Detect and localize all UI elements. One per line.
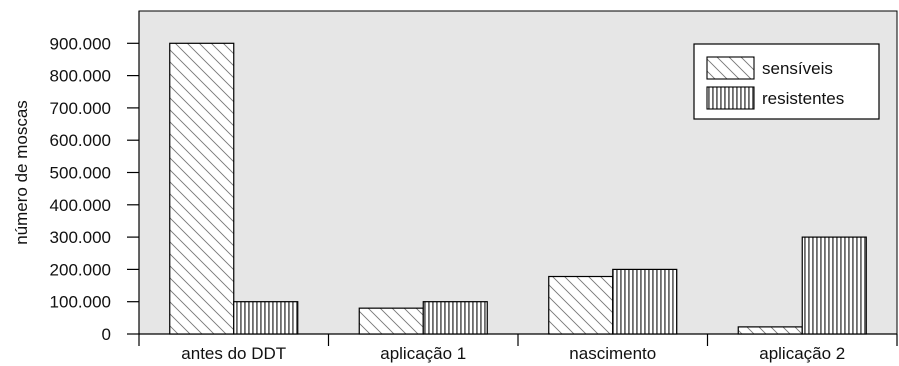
x-tick-label: antes do DDT (181, 344, 286, 363)
y-tick-label: 0 (102, 325, 111, 344)
y-axis: 0 100.000 200.000 300.000 400.000 500.000 600.… (50, 11, 140, 344)
bar-resistentes (612, 268, 678, 335)
y-tick-label: 200.000 (50, 260, 111, 279)
y-tick-label: 800.000 (50, 67, 111, 86)
x-tick-label: nascimento (569, 344, 656, 363)
x-tick-label: aplicação 1 (380, 344, 466, 363)
y-tick-label: 500.000 (50, 164, 111, 183)
y-tick-label: 900.000 (50, 34, 111, 53)
x-tick-label: aplicação 2 (759, 344, 845, 363)
bar-sensiveis (358, 307, 424, 335)
y-tick-label: 400.000 (50, 196, 111, 215)
bar-sensiveis (548, 275, 614, 335)
bar-resistentes (801, 236, 867, 335)
bar-sensiveis (737, 326, 803, 335)
bar-resistentes (233, 301, 299, 335)
y-tick-label: 600.000 (50, 131, 111, 150)
x-axis: antes do DDT aplicação 1 nascimento aplicaç… (138, 333, 898, 363)
y-tick-label: 100.000 (50, 293, 111, 312)
legend-label-sensiveis: sensíveis (762, 59, 833, 78)
legend: sensíveis resistentes (693, 43, 880, 120)
legend-swatch-sensiveis (706, 56, 755, 80)
y-axis-title: número de moscas (12, 100, 31, 245)
y-tick-label: 300.000 (50, 228, 111, 247)
legend-swatch-resistentes (706, 86, 755, 110)
legend-label-resistentes: resistentes (762, 89, 844, 108)
y-tick-label: 700.000 (50, 99, 111, 118)
bar-sensiveis (169, 42, 235, 335)
bars (169, 42, 867, 335)
bar-resistentes (422, 301, 488, 335)
